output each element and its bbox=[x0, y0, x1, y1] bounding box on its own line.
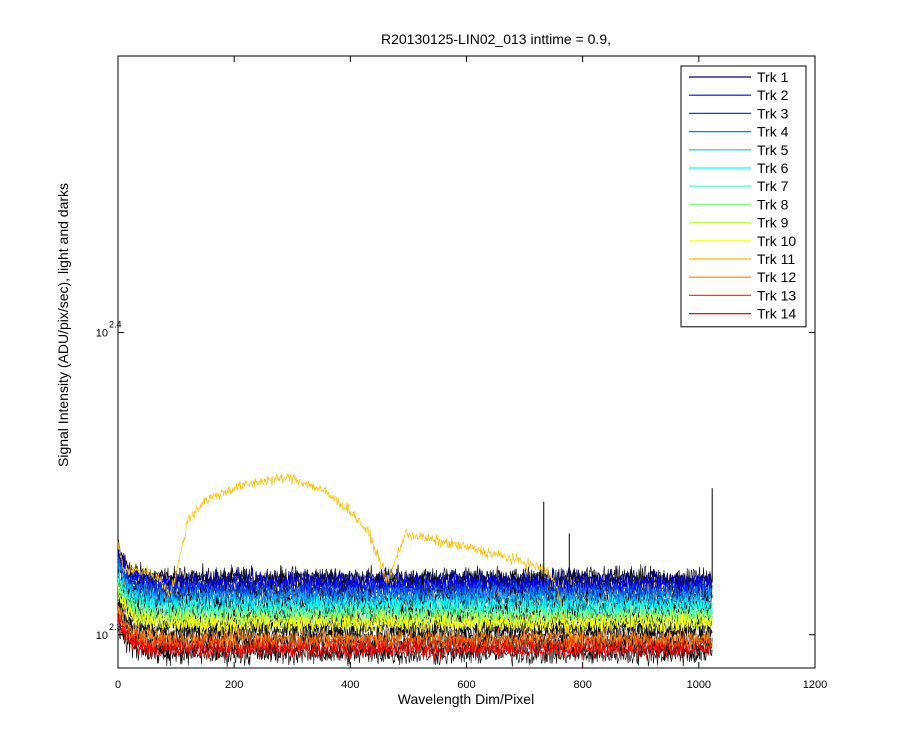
legend: Trk 1 Trk 2 Trk 3 Trk 4 Trk 5 Trk 6 Trk 7 Trk 8… bbox=[680, 65, 807, 328]
legend-label-trk-9: Trk 9 bbox=[757, 215, 789, 231]
series-line-trk-8 bbox=[117, 586, 713, 627]
legend-label-trk-6: Trk 6 bbox=[757, 160, 789, 176]
y-tick-label-exp-0: 2.3 bbox=[109, 622, 122, 632]
legend-label-trk-3: Trk 3 bbox=[757, 105, 789, 121]
legend-label-trk-11: Trk 11 bbox=[757, 251, 795, 267]
legend-label-trk-2: Trk 2 bbox=[757, 87, 789, 103]
legend-box bbox=[680, 65, 807, 328]
y-tick-label-base-1: 10 bbox=[96, 328, 108, 340]
x-axis-label: Wavelength Dim/Pixel bbox=[398, 691, 534, 707]
y-tick-label-exp-1: 2.4 bbox=[109, 320, 122, 330]
legend-label-trk-8: Trk 8 bbox=[757, 196, 789, 212]
legend-label-trk-4: Trk 4 bbox=[757, 124, 789, 140]
x-tick-label-2: 400 bbox=[341, 679, 359, 691]
x-tick-label-1: 200 bbox=[225, 679, 243, 691]
x-tick-label-3: 600 bbox=[457, 679, 475, 691]
y-tick-label-base-0: 10 bbox=[96, 630, 108, 642]
series-line-trk-14 bbox=[117, 615, 713, 661]
x-tick-label-5: 1000 bbox=[687, 679, 711, 691]
series-layer bbox=[117, 473, 713, 668]
legend-label-trk-10: Trk 10 bbox=[757, 233, 796, 249]
legend-label-trk-5: Trk 5 bbox=[757, 142, 789, 158]
dark-trace-9 bbox=[117, 592, 713, 638]
legend-label-trk-12: Trk 12 bbox=[757, 269, 796, 285]
y-axis-label: Signal Intensity (ADU/pix/sec), light an… bbox=[55, 183, 71, 467]
legend-label-trk-13: Trk 13 bbox=[757, 287, 796, 303]
series-line-trk-2 bbox=[117, 551, 713, 596]
series-line-trk-10 bbox=[117, 594, 713, 635]
series-line-trk-11 bbox=[117, 473, 581, 645]
legend-label-trk-7: Trk 7 bbox=[757, 178, 789, 194]
legend-label-trk-14: Trk 14 bbox=[757, 306, 796, 322]
chart-title: R20130125-LIN02_013 inttime = 0.9, bbox=[381, 31, 611, 47]
x-tick-label-4: 800 bbox=[573, 679, 591, 691]
series-line-trk-4 bbox=[117, 558, 713, 607]
x-tick-label-6: 1200 bbox=[803, 679, 827, 691]
x-tick-label-0: 0 bbox=[115, 679, 121, 691]
series-line-trk-5 bbox=[117, 565, 713, 612]
legend-label-trk-1: Trk 1 bbox=[757, 69, 789, 85]
